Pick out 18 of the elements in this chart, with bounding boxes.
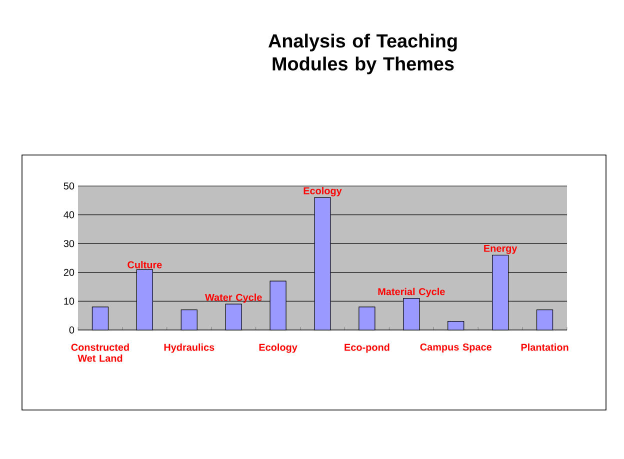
x-tick-label: Culture (128, 261, 162, 268)
y-tick-label: 50 (64, 182, 74, 190)
x-tick-label: Material Cycle (378, 288, 445, 298)
x-tick-label: Eco-pond (344, 344, 390, 353)
x-tick-label: Hydraulics (164, 344, 214, 353)
y-tick-label: 30 (64, 240, 74, 248)
x-tick-label: Plantation (521, 344, 568, 351)
x-tick-label: Campus Space (420, 344, 492, 353)
x-tick-label: Constructed Wet Land (71, 344, 129, 362)
x-tick-label: Energy (484, 244, 518, 254)
y-tick-label: 20 (64, 268, 74, 276)
y-tick-label: 10 (64, 298, 74, 305)
y-tick-label: 40 (64, 211, 74, 218)
y-tick-label: 0 (69, 326, 74, 334)
x-tick-label: Water Cycle (205, 294, 262, 303)
x-tick-label: Ecology (304, 186, 342, 196)
chart-title: Analysis of Teaching Modules by Themes (268, 34, 457, 74)
x-tick-label: Ecology (259, 344, 298, 353)
